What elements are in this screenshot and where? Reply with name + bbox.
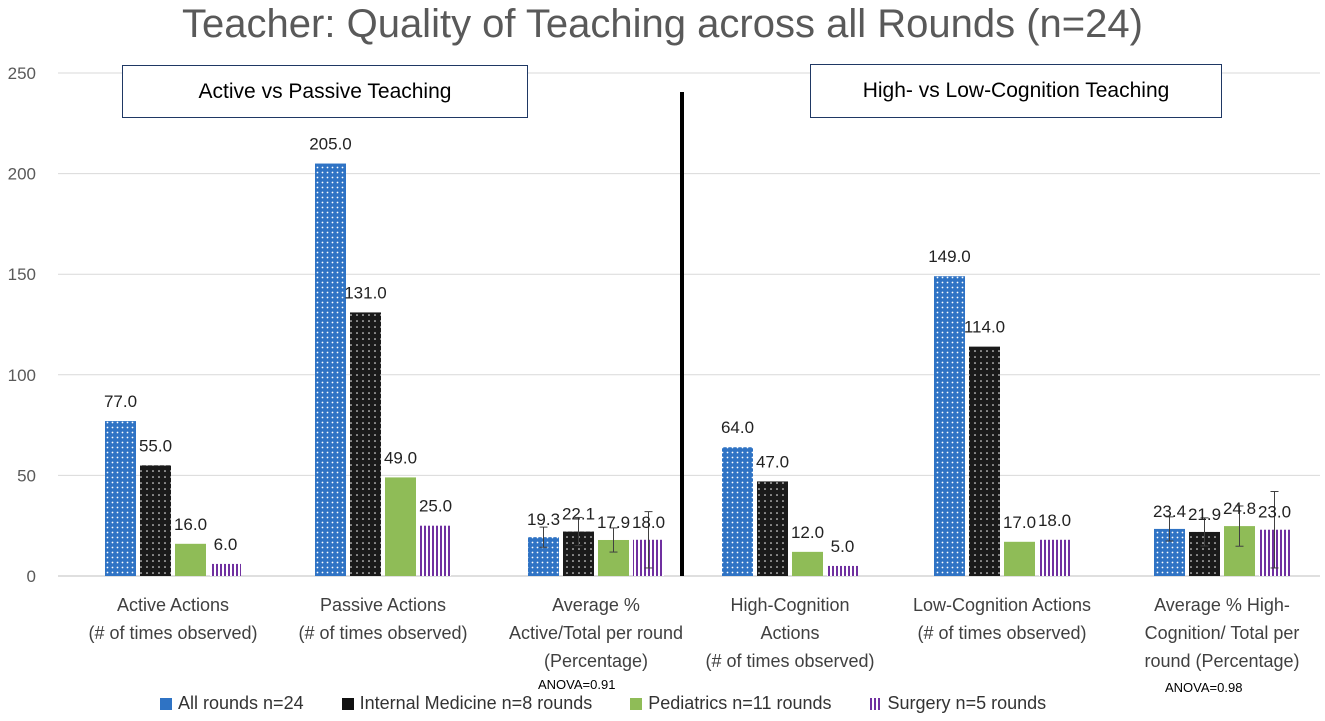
bar bbox=[934, 276, 965, 576]
bar bbox=[1039, 539, 1070, 576]
data-label: 64.0 bbox=[721, 418, 754, 437]
data-label: 49.0 bbox=[384, 448, 417, 467]
x-tick-label: Passive Actions bbox=[320, 595, 446, 615]
data-label: 131.0 bbox=[344, 283, 387, 302]
bar bbox=[827, 565, 858, 576]
bar bbox=[420, 525, 451, 576]
data-label: 205.0 bbox=[309, 135, 352, 154]
data-label: 16.0 bbox=[174, 515, 207, 534]
x-tick-label: Average % High- bbox=[1154, 595, 1290, 615]
data-label: 21.9 bbox=[1188, 505, 1221, 524]
x-tick-label: Low-Cognition Actions bbox=[913, 595, 1091, 615]
data-label: 17.9 bbox=[597, 513, 630, 532]
data-label: 77.0 bbox=[104, 392, 137, 411]
bar bbox=[105, 421, 136, 576]
bar bbox=[757, 481, 788, 576]
bar bbox=[210, 563, 241, 576]
legend-item-internal-medicine: Internal Medicine n=8 rounds bbox=[341, 693, 593, 714]
legend-item-pediatrics: Pediatrics n=11 rounds bbox=[630, 693, 832, 714]
bar bbox=[315, 163, 346, 577]
bar bbox=[175, 543, 206, 576]
data-label: 25.0 bbox=[419, 497, 452, 516]
bar bbox=[385, 477, 416, 576]
data-label: 19.3 bbox=[527, 510, 560, 529]
legend-label: Internal Medicine n=8 rounds bbox=[359, 693, 593, 713]
data-label: 23.4 bbox=[1153, 502, 1186, 521]
legend-swatch-green bbox=[630, 697, 643, 710]
gridlines bbox=[58, 72, 1320, 577]
data-label: 17.0 bbox=[1003, 513, 1036, 532]
y-tick-label: 0 bbox=[27, 567, 36, 586]
x-tick-label: Active/Total per round bbox=[509, 623, 683, 643]
x-tick-label: (# of times observed) bbox=[917, 623, 1086, 643]
panel-label-active-passive: Active vs Passive Teaching bbox=[122, 65, 528, 118]
bar bbox=[350, 312, 381, 576]
data-label: 114.0 bbox=[964, 318, 1005, 337]
anova-annotation-2: ANOVA=0.98 bbox=[1165, 680, 1243, 695]
legend-label: Surgery n=5 rounds bbox=[887, 693, 1047, 713]
x-tick-label: Active Actions bbox=[117, 595, 229, 615]
legend-swatch-purple-stripes bbox=[869, 697, 882, 710]
data-label: 149.0 bbox=[928, 247, 971, 266]
bar bbox=[1004, 541, 1035, 576]
bars: 77.0 205.0 19.3 64.0 149.0 23.4 55.0 131.0 22.1 4… bbox=[104, 135, 1291, 577]
x-tick-label: High-Cognition bbox=[730, 595, 849, 615]
data-label: 5.0 bbox=[831, 537, 855, 556]
x-tick-label: (# of times observed) bbox=[705, 651, 874, 671]
bar bbox=[140, 465, 171, 576]
data-label: 23.0 bbox=[1258, 503, 1291, 522]
anova-annotation-1: ANOVA=0.91 bbox=[538, 677, 616, 692]
bar bbox=[969, 346, 1000, 576]
data-label: 55.0 bbox=[139, 436, 172, 455]
data-label: 18.0 bbox=[632, 513, 665, 532]
x-tick-label: round (Percentage) bbox=[1144, 651, 1299, 671]
data-label: 6.0 bbox=[214, 535, 238, 554]
data-label: 22.1 bbox=[562, 505, 595, 524]
data-label: 18.0 bbox=[1038, 511, 1071, 530]
legend-label: All rounds n=24 bbox=[178, 693, 304, 713]
data-label: 12.0 bbox=[791, 523, 824, 542]
legend-swatch-blue-dots bbox=[160, 697, 172, 710]
x-tick-label: Cognition/ Total per bbox=[1145, 623, 1300, 643]
legend-item-surgery: Surgery n=5 rounds bbox=[869, 693, 1047, 714]
data-label: 47.0 bbox=[756, 452, 789, 471]
y-tick-label: 50 bbox=[17, 466, 36, 485]
y-tick-label: 200 bbox=[8, 165, 36, 184]
legend-swatch-black-dots bbox=[341, 697, 354, 710]
legend: All rounds n=24 Internal Medicine n=8 ro… bbox=[160, 693, 1084, 714]
data-label: 24.8 bbox=[1223, 499, 1256, 518]
x-tick-label: Actions bbox=[760, 623, 819, 643]
y-tick-label: 250 bbox=[8, 64, 36, 83]
x-axis: Active Actions (# of times observed) Passi… bbox=[88, 595, 1299, 671]
bar bbox=[792, 551, 823, 576]
x-tick-label: (# of times observed) bbox=[88, 623, 257, 643]
chart-title: Teacher: Quality of Teaching across all … bbox=[182, 2, 1143, 46]
y-tick-label: 150 bbox=[8, 265, 36, 284]
x-tick-label: (Percentage) bbox=[544, 651, 648, 671]
y-tick-label: 100 bbox=[8, 366, 36, 385]
bar bbox=[722, 447, 753, 576]
legend-label: Pediatrics n=11 rounds bbox=[648, 693, 832, 713]
x-tick-label: Average % bbox=[552, 595, 640, 615]
legend-item-all-rounds: All rounds n=24 bbox=[160, 693, 304, 714]
panel-label-cognition: High- vs Low-Cognition Teaching bbox=[810, 64, 1222, 118]
x-tick-label: (# of times observed) bbox=[298, 623, 467, 643]
y-axis: 0 50 100 150 200 250 bbox=[8, 64, 36, 586]
